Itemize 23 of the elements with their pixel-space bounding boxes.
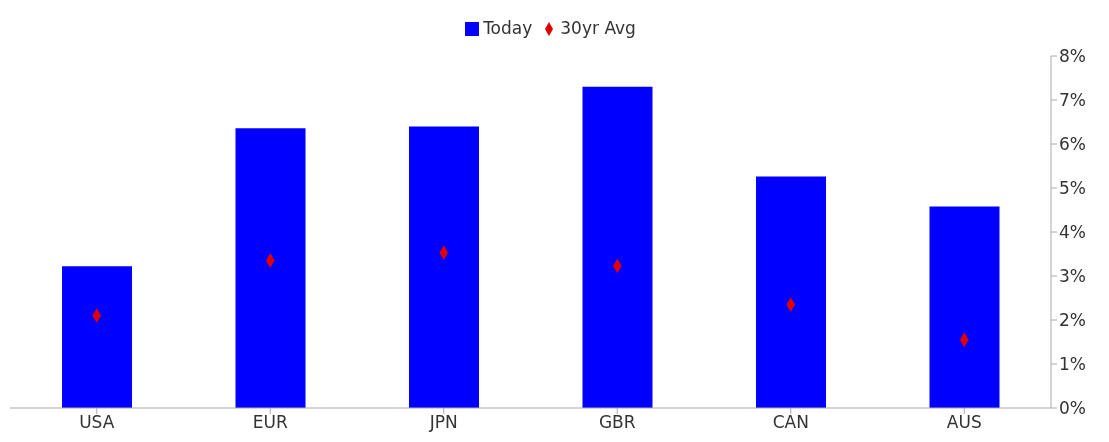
bar	[235, 128, 306, 408]
y-tick-label: 6%	[1059, 134, 1086, 155]
bar	[62, 266, 132, 408]
y-tick-label: 3%	[1059, 266, 1086, 287]
y-tick-label: 7%	[1059, 90, 1086, 111]
bar	[409, 126, 479, 408]
x-tick-label: JPN	[428, 412, 458, 433]
legend-label: 30yr Avg	[560, 18, 636, 38]
y-tick-label: 1%	[1059, 354, 1086, 375]
y-tick-label: 4%	[1059, 222, 1086, 243]
y-tick-label: 0%	[1059, 398, 1086, 419]
bar	[756, 176, 826, 408]
x-tick-label: GBR	[598, 412, 636, 433]
x-tick-label: CAN	[772, 412, 809, 433]
y-tick-label: 5%	[1059, 178, 1086, 199]
x-tick-label: EUR	[252, 412, 288, 433]
y-tick-label: 2%	[1059, 310, 1086, 331]
x-tick-label: USA	[79, 412, 115, 433]
bar	[929, 206, 1000, 408]
x-tick-label: AUS	[946, 412, 982, 433]
y-tick-label: 8%	[1059, 46, 1086, 67]
legend-label: Today	[483, 18, 533, 38]
bar	[582, 86, 653, 408]
